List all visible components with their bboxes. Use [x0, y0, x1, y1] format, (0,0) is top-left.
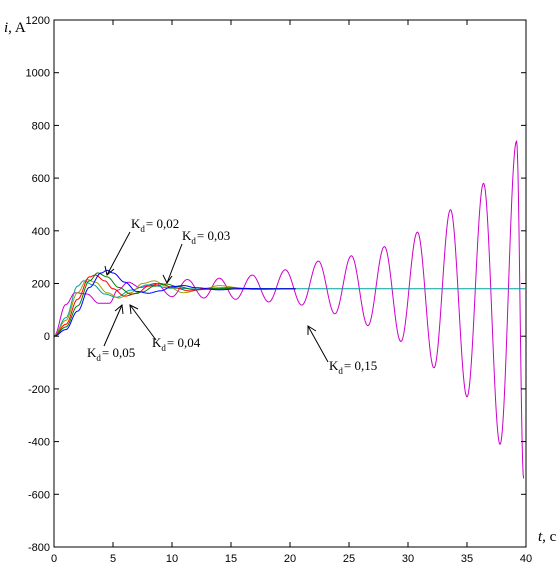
kd-003-label: Kd= 0,03 [182, 228, 230, 246]
kd-015-arrow [307, 325, 329, 363]
x-axis-title: t, c [538, 529, 557, 545]
x-tick-label: 5 [110, 553, 116, 565]
x-tick-label: 15 [225, 553, 237, 565]
x-tick-label: 20 [284, 553, 296, 565]
kd-003-arrow [166, 243, 183, 284]
x-axis-symbol: t [538, 529, 543, 545]
kd-002-label: Kd= 0,02 [131, 216, 179, 234]
kd-004-arrowhead [129, 304, 139, 315]
series-line-1 [54, 269, 296, 337]
y-tick-label: -400 [28, 437, 50, 449]
kd-002-arrow [106, 231, 131, 276]
tick-layer: 0 5 10 15 20 25 30 35 40 -800 -600 -400 -200 0 200 400 6… [26, 15, 533, 565]
y-tick-label: 1000 [26, 68, 50, 80]
y-axis-symbol: i [4, 20, 8, 36]
y-tick-label: 800 [32, 120, 50, 132]
x-tick-label: 40 [520, 553, 532, 565]
y-tick-label: 1200 [26, 15, 50, 27]
kd-005-arrowhead [114, 304, 124, 315]
y-tick-label: 400 [32, 226, 50, 238]
y-tick-label: -800 [28, 542, 50, 554]
x-axis-unit: , c [542, 529, 557, 545]
series-line-5 [54, 139, 525, 479]
x-tick-label: 10 [166, 553, 178, 565]
kd-004-label: Kd= 0,04 [152, 335, 201, 353]
y-axis-unit: , A [8, 20, 26, 36]
kd-004-arrow [129, 304, 157, 341]
y-axis-title: i, A [4, 20, 26, 36]
kd-015-label: Kd= 0,15 [329, 358, 377, 376]
kd-005-arrow [103, 304, 123, 347]
x-tick-label: 0 [51, 553, 57, 565]
y-tick-label: -200 [28, 384, 50, 396]
kd-003-arrowhead [162, 274, 173, 284]
kd-015-arrowhead [307, 325, 317, 335]
x-tick-label: 30 [402, 553, 414, 565]
series-layer [54, 139, 526, 479]
y-tick-label: 600 [32, 173, 50, 185]
annotation-arrows [103, 231, 329, 363]
x-tick-label: 25 [343, 553, 355, 565]
y-tick-label: 0 [44, 331, 50, 343]
kd-005-label: Kd= 0,05 [87, 345, 135, 363]
y-tick-label: 200 [32, 279, 50, 291]
kd-002-arrowhead [104, 265, 115, 276]
y-tick-label: -600 [28, 489, 50, 501]
x-tick-label: 35 [461, 553, 473, 565]
